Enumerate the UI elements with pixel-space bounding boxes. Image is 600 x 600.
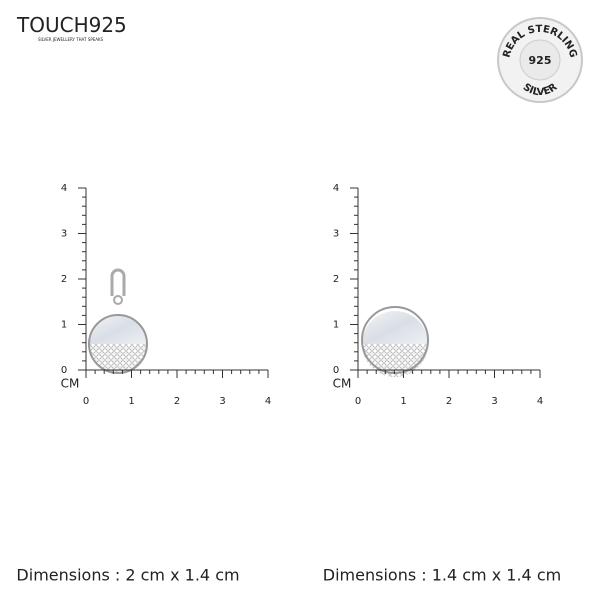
logo-text: TOUCH925 <box>16 13 127 37</box>
y-tick-label: 2 <box>61 274 67 285</box>
x-tick-label: 1 <box>128 396 134 407</box>
tagline: SILVER JEWELLERY THAT SPEAKS <box>38 37 104 42</box>
badge-bottom-path: SILVER <box>521 82 560 99</box>
y-tick-label: 2 <box>333 274 339 285</box>
x-tick-label: 3 <box>219 396 225 407</box>
pendant-right <box>361 306 429 377</box>
dimension-caption: Dimensions : 1.4 cm x 1.4 cm <box>323 566 561 585</box>
logo: TOUCH925 SILVER JEWELLERY THAT SPEAKS <box>16 13 127 42</box>
x-tick-label: 1 <box>400 396 406 407</box>
badge-bottom: SILVER <box>521 82 560 99</box>
rulers: 0 1 2 3 4 0 1 2 3 4 CM Dimensions : 2 cm x 1.4 cm 0 1… <box>16 183 561 585</box>
x-tick-label: 0 <box>83 396 89 407</box>
x-tick-label: 0 <box>355 396 361 407</box>
x-tick-label: 3 <box>491 396 497 407</box>
badge-inner <box>519 39 561 81</box>
x-tick-label: 4 <box>537 396 543 407</box>
badge-center: 925 <box>529 54 552 67</box>
y-tick-label: 1 <box>61 320 67 331</box>
y-tick-label: 1 <box>333 320 339 331</box>
x-tick-label: 2 <box>174 396 180 407</box>
silver-badge: REAL STERLING 925 SILVER <box>497 17 583 103</box>
y-tick-label: 4 <box>61 183 67 194</box>
y-tick-label: 3 <box>333 229 339 240</box>
pendant-left <box>88 268 148 374</box>
ruler-unit: CM <box>333 377 352 391</box>
y-tick-label: 3 <box>61 229 67 240</box>
dimension-caption: Dimensions : 2 cm x 1.4 cm <box>16 566 239 585</box>
x-tick-label: 4 <box>265 396 271 407</box>
y-tick-label: 4 <box>333 183 339 194</box>
x-tick-label: 2 <box>446 396 452 407</box>
y-tick-label: 0 <box>333 365 339 376</box>
ruler-unit: CM <box>61 377 80 391</box>
y-tick-label: 0 <box>61 365 67 376</box>
